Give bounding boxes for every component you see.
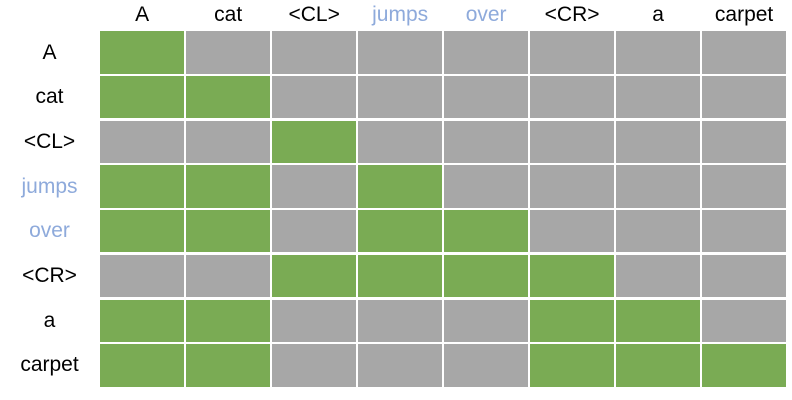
matrix-cell (530, 344, 614, 387)
matrix-cell (444, 31, 528, 74)
matrix-cell (358, 31, 442, 74)
col-header-token: a (616, 2, 700, 29)
col-header-token: cat (186, 2, 270, 29)
matrix-cell (530, 31, 614, 74)
matrix-cell (100, 299, 184, 342)
row-header-token: A (1, 31, 98, 74)
matrix-cell (272, 299, 356, 342)
matrix-cell (100, 210, 184, 253)
matrix-cell (530, 165, 614, 208)
matrix-cell (358, 165, 442, 208)
col-header-token: A (100, 2, 184, 29)
row-header-token: cat (1, 76, 98, 119)
matrix-cell (702, 120, 786, 164)
matrix-cell (702, 210, 786, 253)
matrix-cell (702, 165, 786, 208)
matrix-cell (186, 254, 270, 298)
matrix-cell (530, 254, 614, 298)
matrix-cell (186, 299, 270, 342)
matrix-cell (100, 120, 184, 164)
corner-spacer (1, 2, 98, 29)
col-header-token: <CL> (272, 2, 356, 29)
matrix-cell (100, 165, 184, 208)
matrix-cell (100, 31, 184, 74)
matrix-cell (272, 165, 356, 208)
matrix-cell (358, 210, 442, 253)
matrix-cell (272, 210, 356, 253)
matrix-cell (186, 120, 270, 164)
matrix-cell (358, 254, 442, 298)
col-header-token: carpet (702, 2, 786, 29)
matrix-cell (702, 344, 786, 387)
matrix-cell (702, 76, 786, 119)
matrix-cell (272, 344, 356, 387)
matrix-cell (616, 120, 700, 164)
row-header-token: a (1, 299, 98, 342)
matrix-cell (616, 76, 700, 119)
matrix-cell (358, 76, 442, 119)
matrix-cell (186, 210, 270, 253)
matrix-cell (100, 344, 184, 387)
matrix-cell (616, 31, 700, 74)
matrix-cell (530, 120, 614, 164)
matrix-cell (358, 344, 442, 387)
matrix-cell (272, 76, 356, 119)
matrix-cell (444, 254, 528, 298)
matrix-cell (444, 344, 528, 387)
matrix-cell (358, 120, 442, 164)
row-header-token: carpet (1, 344, 98, 387)
row-header-token: <CR> (1, 254, 98, 298)
matrix-cell (616, 299, 700, 342)
matrix-cell (702, 299, 786, 342)
matrix-cell (530, 299, 614, 342)
matrix-cell (616, 344, 700, 387)
matrix-cell (444, 120, 528, 164)
matrix-cell (186, 76, 270, 119)
matrix-cell (616, 165, 700, 208)
matrix-cell (444, 210, 528, 253)
col-header-token: jumps (358, 2, 442, 29)
matrix-cell (530, 76, 614, 119)
matrix-cell (272, 31, 356, 74)
row-header-token: over (1, 210, 98, 253)
matrix-cell (444, 299, 528, 342)
row-header-token: jumps (1, 165, 98, 208)
matrix-cell (100, 254, 184, 298)
matrix-cell (272, 254, 356, 298)
matrix-cell (100, 76, 184, 119)
matrix-cell (702, 31, 786, 74)
matrix-cell (186, 31, 270, 74)
matrix-cell (616, 254, 700, 298)
matrix-cell (186, 165, 270, 208)
matrix-cell (530, 210, 614, 253)
matrix-cell (186, 344, 270, 387)
matrix-cell (358, 299, 442, 342)
matrix-cell (616, 210, 700, 253)
matrix-cell (272, 120, 356, 164)
matrix-cell (444, 76, 528, 119)
col-header-token: over (444, 2, 528, 29)
matrix-cell (444, 165, 528, 208)
matrix-cell (702, 254, 786, 298)
row-header-token: <CL> (1, 120, 98, 164)
col-header-token: <CR> (530, 2, 614, 29)
